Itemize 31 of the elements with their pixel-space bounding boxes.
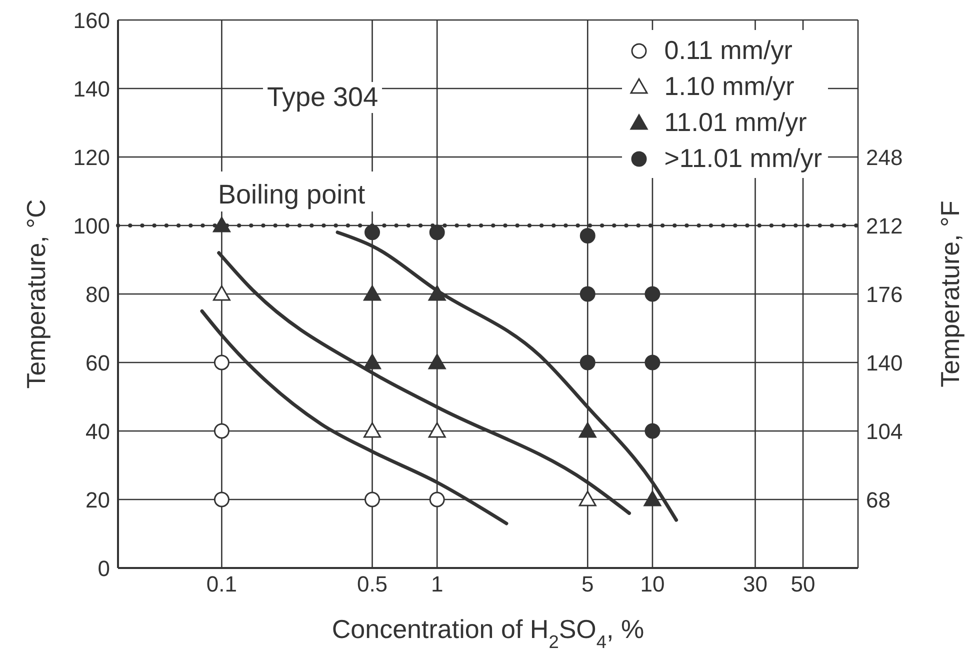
y2-tick-label: 212 <box>866 213 903 238</box>
y2-tick-label: 248 <box>866 144 903 170</box>
y-tick-label: 80 <box>86 282 110 307</box>
y-tick-label: 40 <box>86 418 110 444</box>
legend-label: 11.01 mm/yr <box>664 106 807 138</box>
y-tick-label: 160 <box>73 8 110 33</box>
y-axis-title: Temperature, °C <box>21 199 52 389</box>
x-tick-label: 0.1 <box>206 572 237 597</box>
y-tick-label: 100 <box>73 213 110 238</box>
y2-tick-label: 68 <box>866 487 890 512</box>
x-tick-label: 1 <box>430 572 444 597</box>
y-tick-label: 20 <box>86 487 110 512</box>
x-tick-label: 50 <box>790 572 816 597</box>
x-tick-label: 10 <box>640 572 665 597</box>
ref-line-label: Boiling point <box>218 180 366 210</box>
y-tick-label: 140 <box>73 76 110 102</box>
y2-tick-label: 104 <box>866 418 903 444</box>
x-tick-label: 30 <box>742 572 768 597</box>
legend-label: 0.11 mm/yr <box>664 34 792 66</box>
y2-axis-title: Temperature, °F <box>935 200 966 388</box>
annotation: Type 304 <box>263 82 382 113</box>
legend-label: 1.10 mm/yr <box>664 70 794 102</box>
x-tick-label: 5 <box>582 572 594 597</box>
y2-tick-label: 140 <box>866 350 903 376</box>
legend-label: >11.01 mm/yr <box>664 142 822 174</box>
y-tick-label: 0 <box>98 556 110 581</box>
y-tick-label: 120 <box>73 144 110 170</box>
x-tick-label: 0.5 <box>356 572 388 597</box>
y2-tick-label: 176 <box>866 282 903 307</box>
x-axis-title: Concentration of H$_{2}$SO$_{4}$, % <box>332 614 644 652</box>
y-tick-label: 60 <box>86 350 110 376</box>
